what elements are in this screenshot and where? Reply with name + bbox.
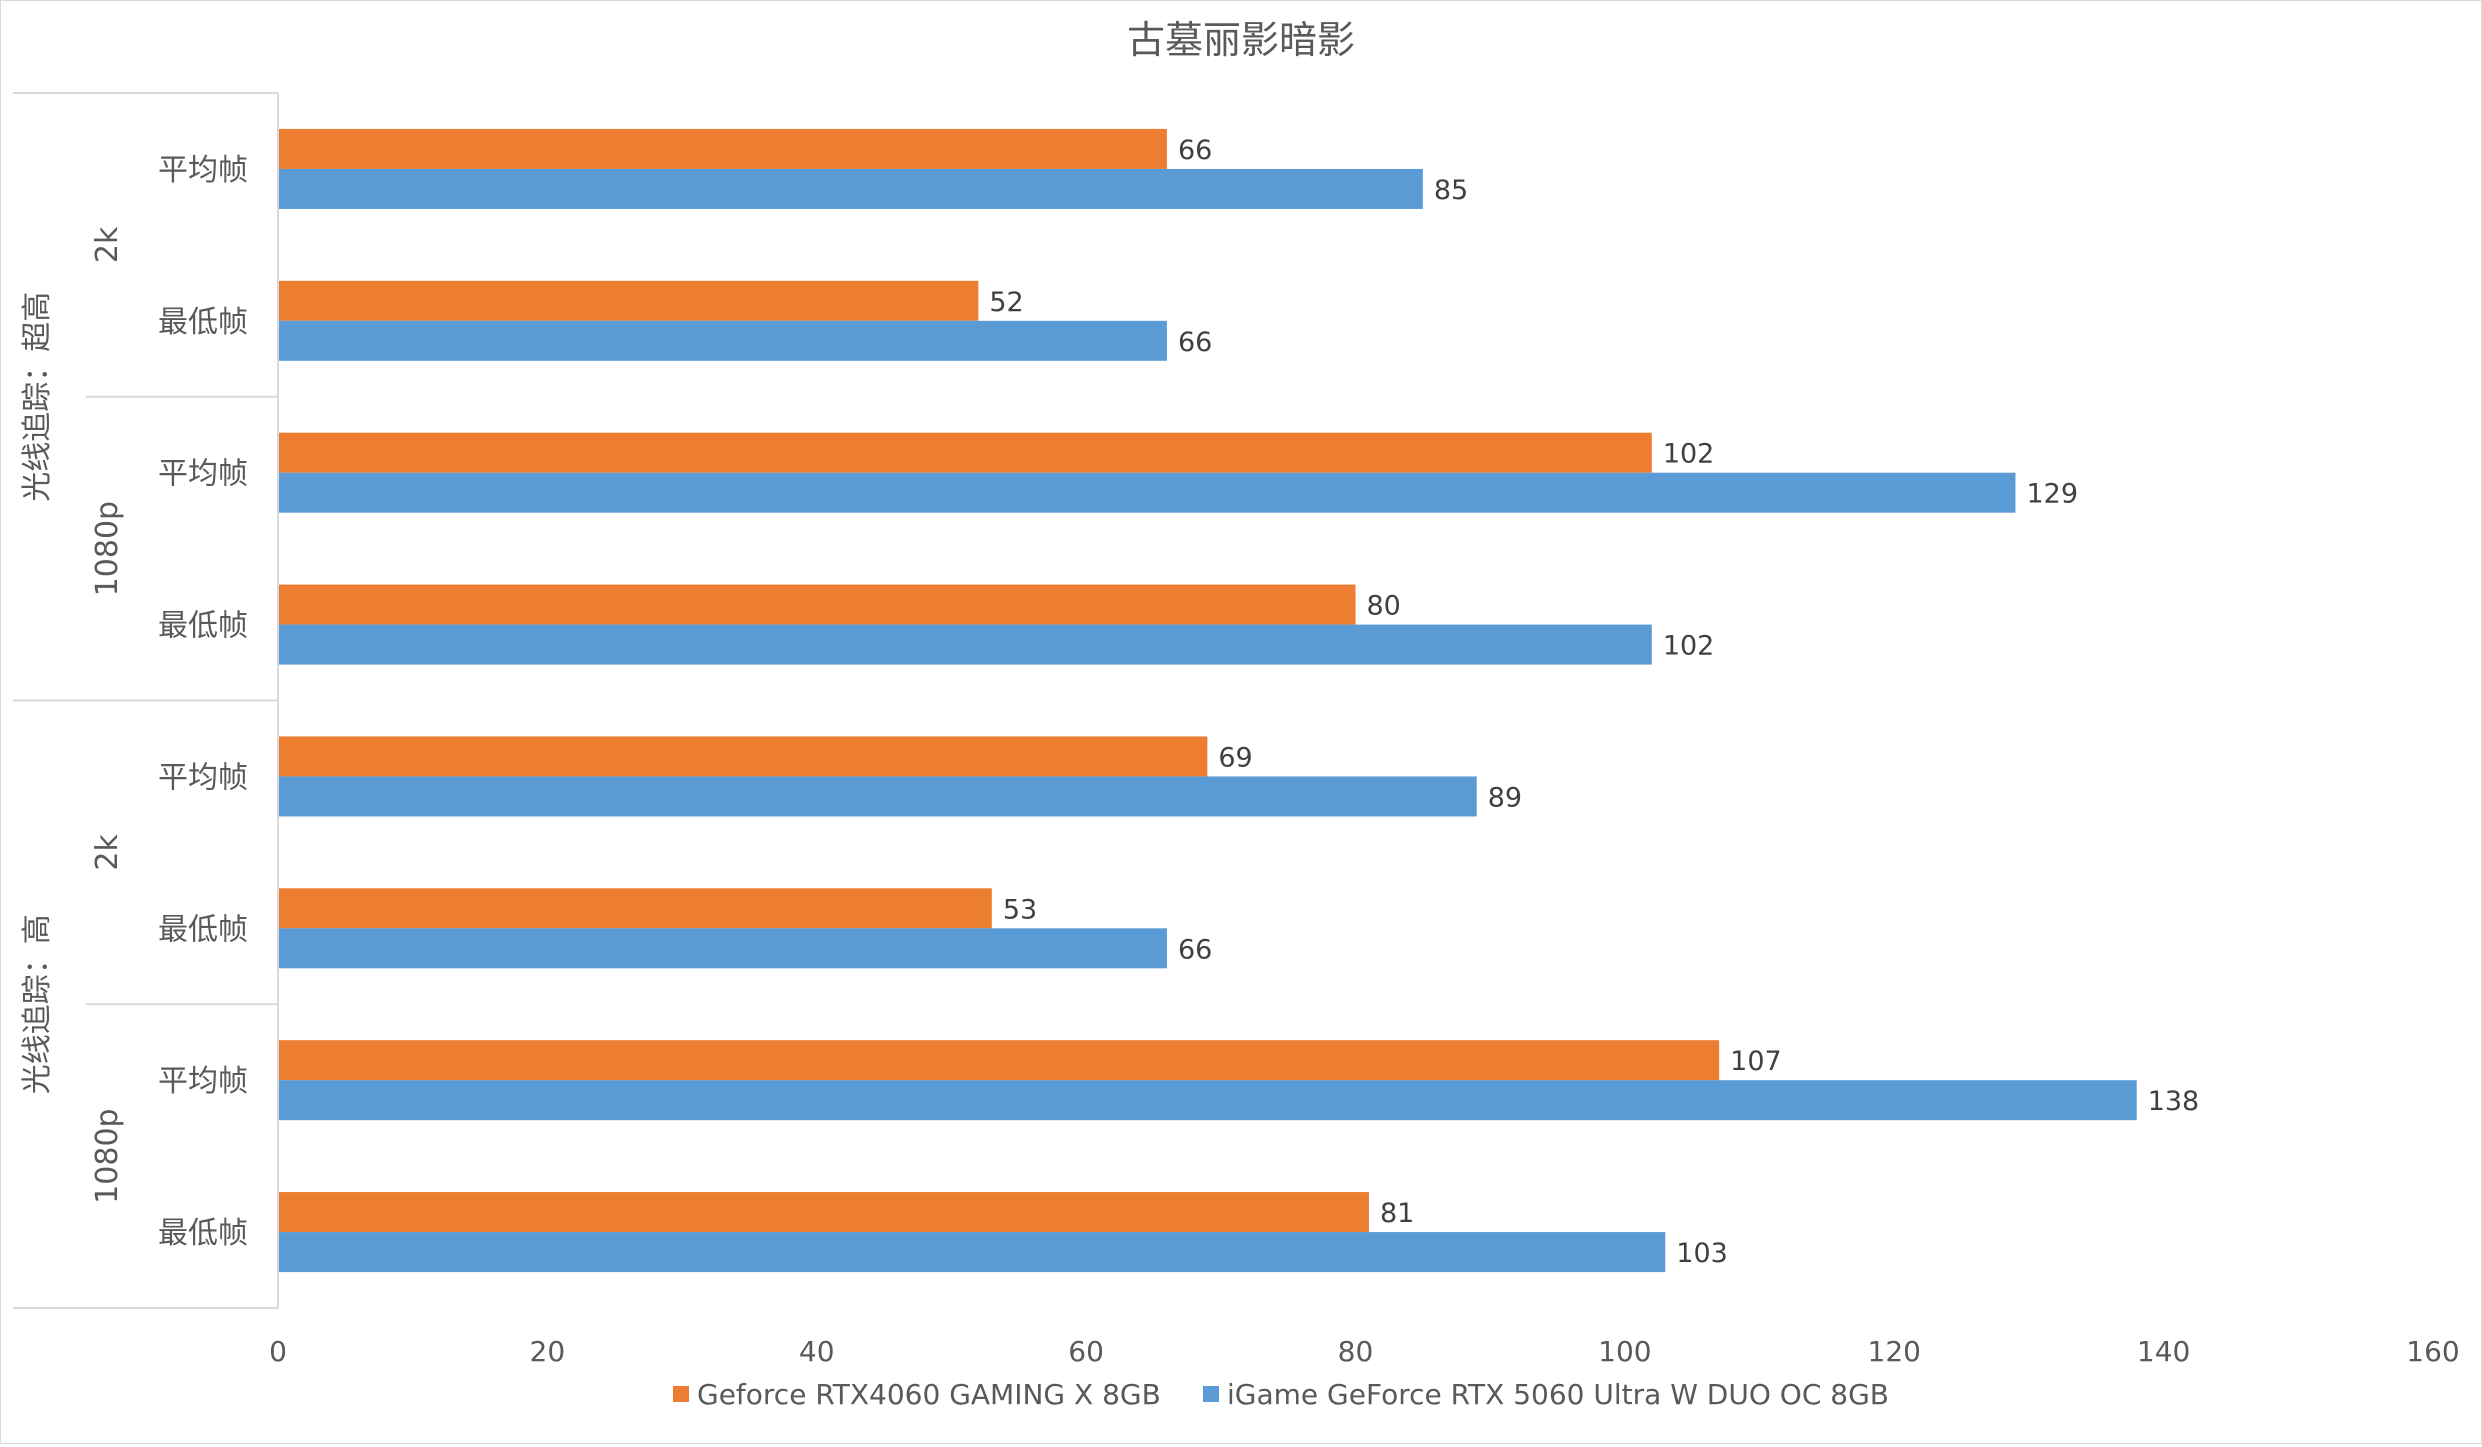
legend-label: Geforce RTX4060 GAMING X 8GB: [697, 1378, 1161, 1411]
bar-rtx5060-6: [278, 1080, 2137, 1121]
x-tick-label: 60: [1068, 1335, 1104, 1368]
data-label: 81: [1380, 1198, 1414, 1229]
data-label: 103: [1676, 1238, 1728, 1269]
category-label: 平均帧: [158, 457, 248, 492]
data-label: 66: [1178, 135, 1212, 166]
data-label: 129: [2026, 479, 2078, 510]
legend-swatch: [673, 1386, 689, 1402]
bar-rtx4060-7: [278, 1192, 1369, 1233]
data-label: 66: [1178, 327, 1212, 358]
group-label: 光线追踪：高: [20, 914, 55, 1094]
data-label: 53: [1003, 894, 1037, 925]
chart-title: 古墓丽影暗影: [1127, 18, 1355, 62]
bar-rtx5060-7: [278, 1232, 1666, 1273]
bar-rtx5060-3: [278, 624, 1652, 665]
x-tick-label: 100: [1598, 1335, 1651, 1368]
legend-swatch: [1203, 1386, 1219, 1402]
category-label: 最低帧: [158, 912, 248, 947]
bar-rtx5060-0: [278, 168, 1423, 209]
group-label: 光线追踪：超高: [20, 292, 55, 502]
bar-rtx4060-6: [278, 1040, 1720, 1081]
bar-rtx4060-1: [278, 280, 979, 321]
x-tick-label: 40: [799, 1335, 835, 1368]
bar-rtx4060-4: [278, 736, 1208, 777]
bar-rtx4060-3: [278, 584, 1356, 625]
bar-rtx5060-4: [278, 776, 1477, 817]
data-label: 52: [989, 287, 1023, 318]
x-tick-label: 20: [530, 1335, 566, 1368]
bar-rtx4060-0: [278, 128, 1167, 169]
x-tick-label: 120: [1868, 1335, 1921, 1368]
data-label: 107: [1730, 1046, 1782, 1077]
category-label: 平均帧: [158, 760, 248, 795]
x-tick-label: 140: [2137, 1335, 2190, 1368]
data-label: 102: [1663, 439, 1715, 470]
data-label: 69: [1218, 742, 1252, 773]
x-tick-label: 160: [2406, 1335, 2459, 1368]
data-label: 85: [1434, 175, 1468, 206]
legend-label: iGame GeForce RTX 5060 Ultra W DUO OC 8G…: [1227, 1378, 1889, 1411]
bar-rtx5060-5: [278, 928, 1167, 969]
category-label: 最低帧: [158, 1216, 248, 1251]
subgroup-label: 1080p: [90, 1108, 125, 1203]
subgroup-label: 1080p: [90, 501, 125, 596]
data-label: 89: [1488, 782, 1522, 813]
subgroup-label: 2k: [90, 834, 125, 871]
category-label: 平均帧: [158, 1064, 248, 1099]
category-label: 平均帧: [158, 153, 248, 188]
bar-rtx5060-2: [278, 472, 2016, 513]
data-label: 102: [1663, 631, 1715, 662]
bar-rtx4060-5: [278, 888, 992, 929]
x-tick-label: 80: [1338, 1335, 1374, 1368]
bar-rtx4060-2: [278, 432, 1652, 473]
data-label: 80: [1367, 591, 1401, 622]
plot-area: 66 85 52 66 102 129 80 102 69 89 53 66 107 138 81 103 平均…: [13, 92, 2460, 1411]
subgroup-label: 2k: [90, 226, 125, 263]
x-tick-label: 0: [269, 1335, 287, 1368]
data-label: 138: [2148, 1086, 2200, 1117]
category-label: 最低帧: [158, 305, 248, 340]
data-label: 66: [1178, 934, 1212, 965]
bar-rtx5060-1: [278, 320, 1167, 361]
category-label: 最低帧: [158, 609, 248, 644]
